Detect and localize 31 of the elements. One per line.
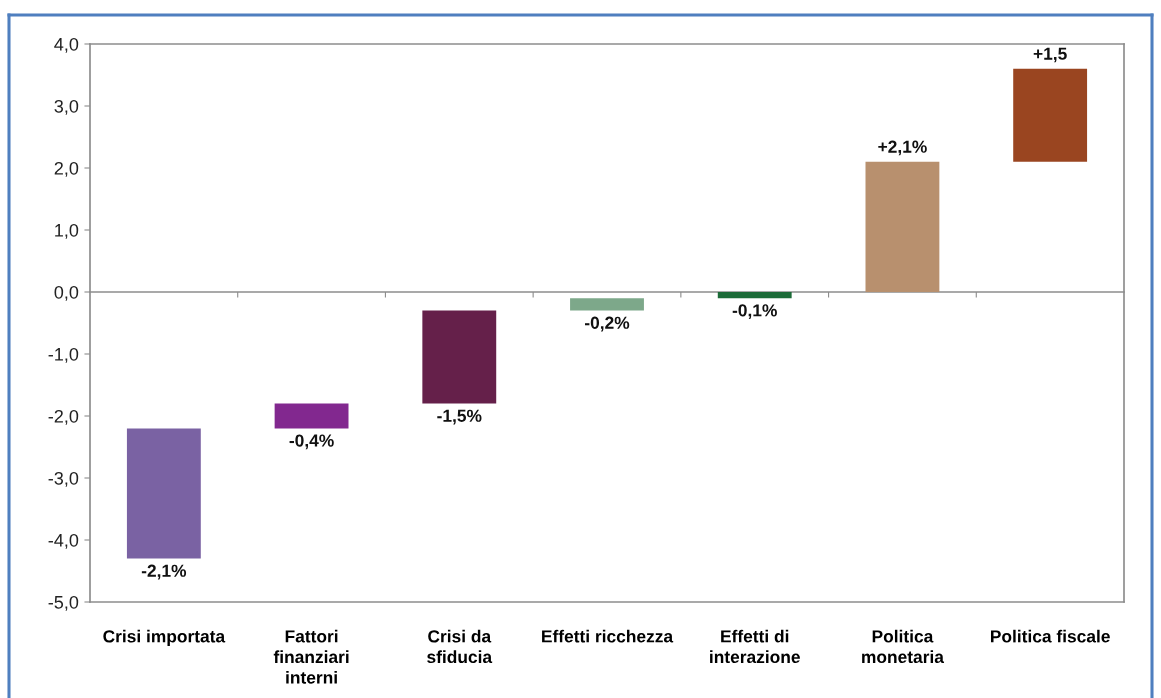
y-tick-label: -4,0 (48, 533, 79, 549)
bar (274, 403, 349, 429)
data-label: -2,1% (141, 564, 187, 580)
bar (1013, 68, 1088, 162)
y-tick-label: 4,0 (54, 37, 79, 53)
x-tick-label: Politica fiscale (991, 629, 1110, 643)
y-tick-label: 3,0 (54, 99, 79, 115)
y-tick-label: -2,0 (48, 409, 79, 425)
bar (570, 298, 644, 311)
y-tick-label: -1,0 (48, 347, 79, 363)
bar (865, 161, 940, 292)
x-tick-label: Effetti ricchezza (542, 629, 674, 643)
x-tick-label: Fattori finanziari interni (273, 629, 349, 684)
y-tick-label: -5,0 (48, 595, 79, 611)
y-tick-label: 0,0 (54, 285, 79, 301)
y-tick-label: -3,0 (48, 471, 79, 487)
bar (126, 428, 201, 559)
y-tick-label: 1,0 (55, 223, 79, 239)
data-label: -1,5% (437, 409, 482, 425)
x-tick-label: Effetti di interazione (710, 629, 800, 664)
data-label: -0,2% (585, 316, 630, 332)
data-label: +1,5 (1033, 47, 1067, 63)
data-label: -0,4% (289, 434, 334, 450)
x-tick-label: Politica monetaria (862, 629, 945, 664)
bar (717, 292, 792, 299)
data-label: +2,1% (878, 140, 927, 156)
y-tick-label: 2,0 (54, 161, 79, 177)
x-tick-label: Crisi da sfiducia (427, 629, 493, 664)
data-label: -0,1% (732, 304, 777, 320)
bar (422, 310, 497, 404)
x-tick-label: Crisi importata (103, 629, 226, 646)
